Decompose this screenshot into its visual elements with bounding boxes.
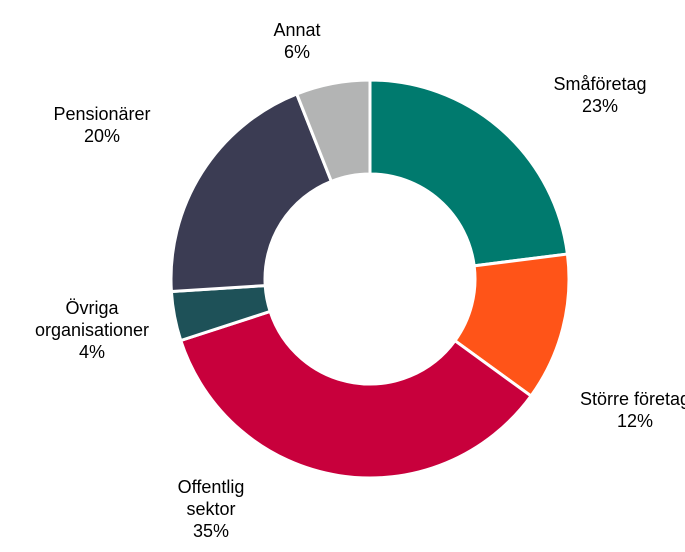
donut-slice [368,78,570,268]
value-label: 23% [581,96,619,116]
donut-slice [178,309,534,480]
slice-label: Övriga organisationer 4% [12,297,172,363]
slice-label: Småföretag 23% [525,73,675,117]
slice-label: Pensionärer 20% [27,103,177,147]
slice-label: Annat 6% [237,19,357,63]
value-label: 20% [83,126,121,146]
slice-label: Offentlig sektor 35% [166,476,256,542]
category-label: Annat [273,20,321,40]
donut-slice [169,92,334,294]
category-label: Offentlig sektor [177,477,245,519]
value-label: 35% [192,521,230,541]
value-label: 4% [78,342,105,362]
value-label: 6% [283,42,310,62]
slice-label: Större företag 12% [545,388,685,432]
category-label: Övriga organisationer [34,298,150,340]
category-label: Pensionärer [53,104,151,124]
value-label: 12% [616,411,654,431]
category-label: Småföretag [553,74,647,94]
category-label: Större företag [579,389,685,409]
donut-slice [294,78,372,184]
